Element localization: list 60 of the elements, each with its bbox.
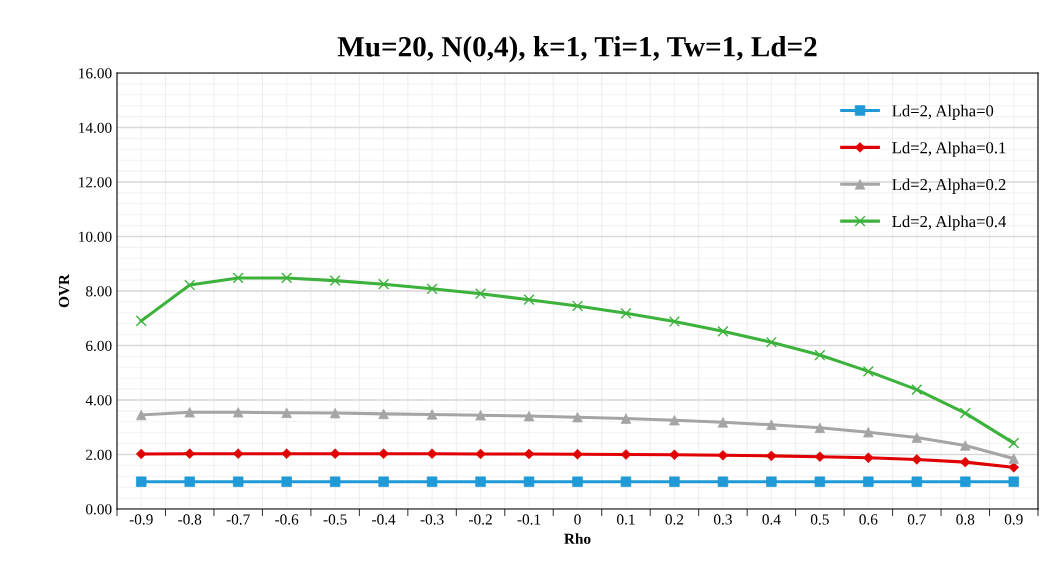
x-tick-label: -0.5: [323, 514, 347, 525]
y-tick-label: 2.00: [86, 449, 112, 461]
y-tick-label: 6.00: [86, 340, 112, 352]
point: [426, 283, 438, 295]
y-tick-label: 10.00: [79, 231, 112, 243]
point: [329, 275, 341, 287]
x-tick-label: -0.3: [420, 514, 444, 525]
legend-label: Ld=2, Alpha=0.1: [892, 141, 1006, 157]
y-tick-label: 16.00: [79, 68, 112, 79]
x-tick-label: 0.7: [907, 514, 926, 525]
point: [862, 365, 874, 377]
x-tick-label: 0.9: [1004, 514, 1023, 525]
legend-label: Ld=2, Alpha=0.2: [892, 178, 1006, 194]
chart-title: Mu=20, N(0,4), k=1, Ti=1, Tw=1, Ld=2: [337, 36, 817, 63]
x-tick-label: -0.4: [372, 514, 396, 525]
point: [959, 407, 971, 419]
point: [668, 315, 681, 328]
x-tick-label: -0.1: [517, 514, 541, 525]
legend-label: Ld=2, Alpha=0.4: [892, 215, 1007, 231]
point: [232, 272, 244, 284]
x-axis-title: Rho: [564, 533, 591, 545]
y-tick-label: 4.00: [85, 395, 112, 406]
point: [911, 384, 923, 396]
legend-label: Ld=2, Alpha=0: [892, 104, 994, 120]
point: [426, 476, 438, 487]
point: [765, 336, 777, 348]
x-tick-label: 0.6: [859, 514, 878, 525]
point: [474, 288, 487, 300]
point: [523, 294, 535, 306]
x-tick-label: 0.4: [762, 514, 781, 525]
x-tick-label: -0.8: [178, 514, 202, 525]
point: [717, 325, 729, 337]
x-tick-label: 0: [574, 514, 581, 525]
y-tick-label: 14.00: [79, 122, 112, 134]
y-tick-label: 12.00: [79, 177, 112, 188]
point: [620, 307, 632, 319]
point: [863, 476, 874, 487]
y-tick-label: 8.00: [85, 286, 112, 297]
point: [1008, 437, 1020, 449]
x-tick-label: -0.9: [129, 514, 153, 525]
x-tick-label: 0.2: [665, 514, 684, 525]
x-tick-label: 0.1: [617, 514, 635, 525]
x-tick-label: 0.3: [713, 514, 732, 525]
x-tick-label: 0.8: [956, 514, 975, 525]
point: [378, 278, 390, 290]
y-tick-label: 0.00: [85, 504, 112, 515]
point: [717, 476, 729, 487]
point: [814, 349, 826, 361]
point: [136, 476, 147, 487]
x-tick-label: -0.2: [469, 514, 492, 525]
x-tick-label: -0.7: [226, 514, 250, 525]
point: [281, 272, 293, 284]
point: [960, 476, 971, 487]
x-tick-label: 0.5: [810, 514, 829, 525]
point: [184, 279, 196, 291]
point: [135, 315, 147, 327]
point: [571, 300, 584, 312]
point: [814, 476, 826, 487]
x-tick-label: -0.6: [275, 514, 299, 525]
y-axis-title: OVR: [58, 273, 70, 308]
